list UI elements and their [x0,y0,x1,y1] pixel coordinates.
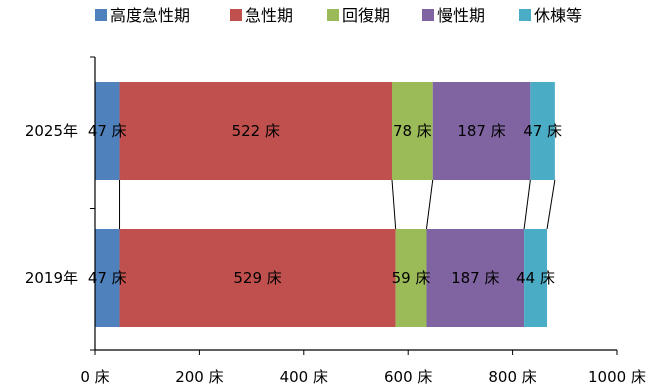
series-line-3 [523,179,531,230]
bars [95,82,555,327]
data-label-0-0: 47 床 [88,122,127,140]
bar-1-1 [119,229,396,327]
legend-label-1: 急性期 [245,6,293,25]
data-label-1-0: 47 床 [88,269,127,287]
bar-0-1 [119,82,393,180]
data-label-0-3: 187 床 [457,122,505,140]
data-label-0-1: 522 床 [232,122,280,140]
bar-1-4 [524,229,548,327]
series-line-2 [425,179,434,230]
data-label-1-2: 59 床 [392,269,431,287]
legend: 高度急性期 急性期 回復期 慢性期 休棟等 [95,6,582,25]
series-lines [119,179,556,230]
data-labels: 47 床 522 床 78 床 187 床 47 床 47 床 529 床 59 床 187 床… [88,122,562,287]
x-tick-label-2: 400 床 [280,368,328,386]
legend-swatch-1 [230,9,242,21]
category-label-1: 2019年 [25,269,78,287]
x-tick-label-4: 800 床 [488,368,536,386]
axes: 2025年 2019年 0 床 200 床 400 床 600 床 800 床 1000 床 [25,56,646,386]
legend-swatch-0 [95,9,107,21]
bar-0-2 [392,82,433,180]
category-label-0: 2025年 [25,122,78,140]
bar-0-3 [432,82,531,180]
legend-label-2: 回復期 [342,6,390,25]
legend-label-4: 休棟等 [534,6,582,25]
bar-1-0 [95,229,120,327]
data-label-0-4: 47 床 [523,122,562,140]
legend-swatch-3 [422,9,434,21]
data-label-0-2: 78 床 [393,122,432,140]
legend-swatch-2 [327,9,339,21]
x-tick-label-5: 1000 床 [588,368,646,386]
data-label-1-1: 529 床 [233,269,281,287]
legend-swatch-4 [519,9,531,21]
series-line-1 [391,179,397,230]
legend-label-0: 高度急性期 [110,6,190,25]
bar-1-3 [426,229,525,327]
x-tick-label-0: 0 床 [80,368,109,386]
x-tick-label-1: 200 床 [175,368,223,386]
bar-0-4 [530,82,555,180]
data-label-1-4: 44 床 [516,269,555,287]
bar-1-2 [395,229,427,327]
x-tick-label-3: 600 床 [384,368,432,386]
data-label-1-3: 187 床 [451,269,499,287]
series-line-4 [546,179,556,230]
legend-label-3: 慢性期 [437,6,485,25]
bar-0-0 [95,82,120,180]
